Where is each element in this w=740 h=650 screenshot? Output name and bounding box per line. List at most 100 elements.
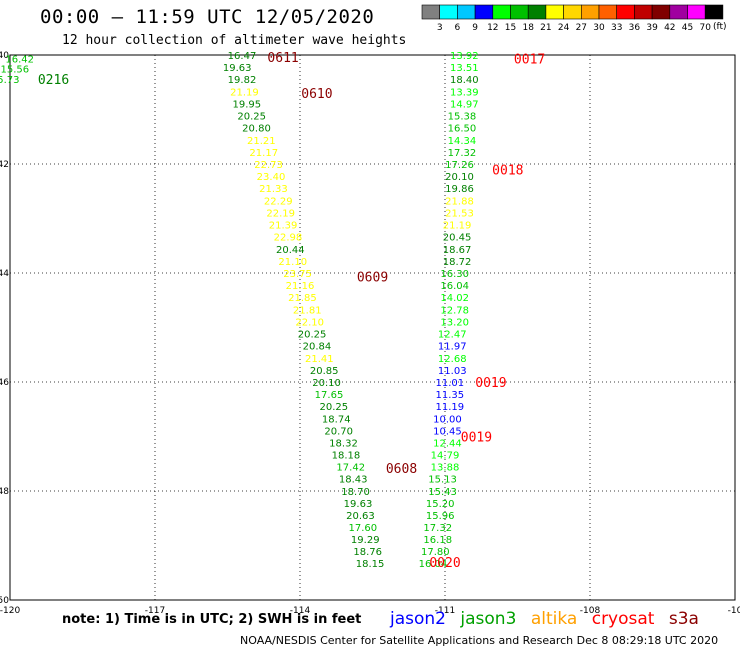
data-point-label: 16.47 (228, 51, 257, 62)
x-tick-label: -10 (728, 606, 740, 616)
data-point-label: 18.32 (329, 438, 358, 449)
plot-frame (9, 54, 736, 601)
colorbar-tick-label: 36 (629, 23, 641, 33)
colorbar-swatch (580, 4, 600, 20)
colorbar-tick-label: 21 (540, 23, 551, 33)
data-point-label: 13.39 (450, 88, 479, 99)
pass-id-label: 0018 (492, 163, 523, 178)
data-point-label: 22.29 (264, 197, 293, 208)
data-point-label: 20.10 (312, 378, 341, 389)
data-point-label: 21.19 (230, 88, 259, 99)
colorbar-unit: (ft) (713, 22, 727, 32)
data-point-label: 10.45 (433, 427, 462, 438)
data-point-label: 13.88 (431, 462, 460, 473)
colorbar-tick-label: 70 (699, 23, 711, 33)
colorbar-swatch (421, 4, 441, 20)
data-point-label: 10.00 (433, 415, 462, 426)
colorbar-swatch (510, 4, 529, 20)
data-point-label: 16.18 (423, 535, 452, 546)
data-point-label: 22.19 (266, 209, 295, 220)
footnote: note: 1) Time is in UTC; 2) SWH is in fe… (62, 612, 362, 627)
data-point-label: 20.63 (346, 511, 375, 522)
colorbar-swatch (669, 4, 688, 20)
colorbar-tick-label: 18 (522, 23, 534, 33)
data-point-label: 19.86 (445, 184, 474, 195)
data-point-label: 23.75 (283, 269, 312, 280)
data-point-label: 20.25 (237, 111, 266, 122)
data-point-label: 15.20 (426, 499, 455, 510)
data-point-label: 20.70 (324, 427, 353, 438)
legend-jason2: jason2 (390, 609, 446, 629)
pass-id-label: 0020 (429, 556, 460, 571)
data-point-label: 17.60 (349, 523, 378, 534)
data-point-label: 20.25 (298, 329, 327, 340)
data-point-label: 17.65 (315, 390, 344, 401)
pass-id-label: 0611 (267, 51, 298, 66)
data-point-label: 19.63 (344, 499, 373, 510)
legend-s3a: s3a (668, 609, 699, 629)
colorbar-swatch (563, 4, 582, 20)
data-point-label: 21.88 (445, 197, 474, 208)
data-point-label: 22.98 (274, 232, 303, 243)
data-point-label: 20.80 (242, 123, 271, 134)
colorbar-tick-label: 30 (593, 23, 605, 33)
credit-line: NOAA/NESDIS Center for Satellite Applica… (240, 634, 719, 647)
data-point-label: 20.45 (443, 232, 472, 243)
colorbar-tick-label: 39 (646, 23, 658, 33)
data-point-label: 19.95 (233, 100, 262, 111)
x-tick-label: -117 (145, 606, 165, 616)
data-point-label: 22.73 (254, 160, 283, 171)
data-point-label: 21.41 (305, 354, 334, 365)
colorbar-tick-label: 27 (576, 23, 587, 33)
data-point-label: 11.01 (436, 378, 465, 389)
y-tick-label: -46 (0, 378, 9, 388)
data-point-label: 15.38 (448, 111, 477, 122)
data-point-label: 21.21 (247, 136, 276, 147)
data-point-label: 18.40 (450, 75, 479, 86)
data-point-label: 12.78 (440, 306, 469, 317)
colorbar-tick-label: 15 (505, 23, 516, 33)
data-point-label: 14.02 (440, 293, 469, 304)
data-point-label: 13.51 (450, 63, 479, 74)
data-point-label: 13.20 (440, 318, 469, 329)
colorbar-tick-label: 42 (664, 23, 675, 33)
colorbar-swatch (704, 4, 724, 20)
data-point-label: 21.85 (288, 293, 317, 304)
colorbar-swatch (616, 4, 635, 20)
data-point-label: 16.50 (448, 123, 477, 134)
colorbar-tick-label: 3 (437, 23, 443, 33)
data-point-label: 15.73 (0, 75, 19, 86)
x-tick-label: -108 (580, 606, 601, 616)
pass-id-label: 0017 (514, 52, 545, 67)
data-point-label: 16.30 (440, 269, 469, 280)
data-point-label: 21.10 (278, 257, 307, 268)
colorbar-swatch (457, 4, 476, 20)
data-point-label: 18.74 (322, 415, 351, 426)
data-point-label: 13.92 (450, 51, 479, 62)
data-point-label: 11.19 (436, 402, 465, 413)
data-point-label: 18.18 (332, 450, 361, 461)
data-point-label: 20.85 (310, 366, 339, 377)
colorbar-swatch (634, 4, 653, 20)
data-point-label: 21.19 (443, 220, 472, 231)
colorbar-swatch (651, 4, 671, 20)
data-point-label: 15.43 (428, 487, 457, 498)
data-point-label: 18.70 (341, 487, 370, 498)
data-point-label: 15.56 (1, 65, 30, 76)
data-point-label: 21.17 (249, 148, 278, 159)
data-point-label: 19.29 (351, 535, 380, 546)
colorbar-swatch (687, 4, 706, 20)
data-point-label: 11.03 (438, 366, 467, 377)
data-point-label: 21.16 (286, 281, 315, 292)
data-point-label: 21.53 (445, 209, 474, 220)
y-tick-label: -44 (0, 269, 9, 279)
data-point-label: 17.80 (421, 547, 450, 558)
colorbar-tick-label: 24 (558, 23, 570, 33)
colorbar-tick-label: 9 (472, 23, 478, 33)
colorbar-swatch (474, 4, 494, 20)
legend-jason3: jason3 (460, 609, 517, 629)
data-point-label: 20.84 (303, 341, 332, 352)
data-point-label: 11.35 (436, 390, 465, 401)
data-point-label: 16.04 (440, 281, 469, 292)
